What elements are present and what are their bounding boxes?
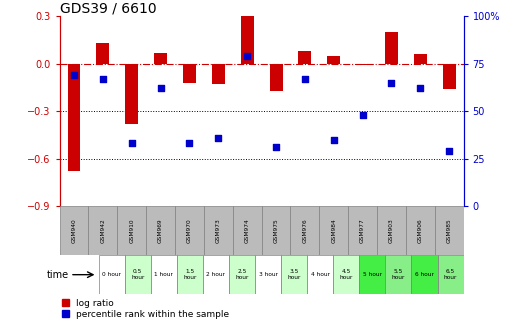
Text: 6.5
hour: 6.5 hour (444, 269, 457, 280)
Bar (255, 255, 281, 294)
Text: GSM973: GSM973 (216, 218, 221, 243)
Bar (183, 64, 196, 83)
Bar (359, 255, 385, 294)
Text: 2.5
hour: 2.5 hour (235, 269, 249, 280)
Bar (269, 64, 282, 91)
Bar (233, 206, 262, 255)
Text: 3 hour: 3 hour (258, 272, 278, 277)
Text: GSM903: GSM903 (389, 218, 394, 243)
Bar (385, 255, 411, 294)
Bar (406, 206, 435, 255)
Bar (154, 53, 167, 64)
Point (243, 54, 251, 59)
Bar (291, 206, 319, 255)
Text: GSM910: GSM910 (129, 218, 134, 243)
Bar (203, 255, 229, 294)
Text: 5.5
hour: 5.5 hour (392, 269, 405, 280)
Bar (67, 64, 80, 171)
Text: 1.5
hour: 1.5 hour (183, 269, 197, 280)
Text: GSM976: GSM976 (303, 218, 307, 243)
Text: GSM974: GSM974 (244, 218, 250, 243)
Bar (377, 206, 406, 255)
Bar (96, 43, 109, 64)
Point (127, 141, 136, 146)
Bar (327, 56, 340, 64)
Bar (435, 206, 464, 255)
Bar (60, 206, 89, 255)
Point (416, 86, 424, 91)
Bar (414, 54, 427, 64)
Text: time: time (47, 270, 69, 280)
Bar (229, 255, 255, 294)
Bar (204, 206, 233, 255)
Bar (175, 206, 204, 255)
Point (70, 73, 78, 78)
Bar (212, 64, 225, 84)
Text: GSM940: GSM940 (71, 218, 77, 243)
Bar (146, 206, 175, 255)
Text: 4.5
hour: 4.5 hour (340, 269, 353, 280)
Text: GSM975: GSM975 (274, 218, 279, 243)
Legend: log ratio, percentile rank within the sample: log ratio, percentile rank within the sa… (62, 299, 229, 319)
Bar (356, 64, 369, 65)
Bar (98, 255, 125, 294)
Point (185, 141, 194, 146)
Bar (125, 64, 138, 124)
Point (156, 86, 165, 91)
Point (272, 145, 280, 150)
Bar (298, 51, 311, 64)
Text: 3.5
hour: 3.5 hour (287, 269, 301, 280)
Bar (411, 255, 438, 294)
Bar (177, 255, 203, 294)
Bar (307, 255, 333, 294)
Point (445, 148, 453, 154)
Text: GSM984: GSM984 (331, 218, 336, 243)
Bar (117, 206, 146, 255)
Bar (151, 255, 177, 294)
Point (387, 80, 396, 85)
Text: 5 hour: 5 hour (363, 272, 382, 277)
Bar (319, 206, 348, 255)
Bar (89, 206, 117, 255)
Text: 2 hour: 2 hour (207, 272, 225, 277)
Point (214, 135, 222, 140)
Text: 0 hour: 0 hour (102, 272, 121, 277)
Bar (262, 206, 291, 255)
Text: GSM985: GSM985 (447, 218, 452, 243)
Text: GSM970: GSM970 (187, 218, 192, 243)
Text: 6 hour: 6 hour (415, 272, 434, 277)
Text: 4 hour: 4 hour (311, 272, 330, 277)
Bar (443, 64, 456, 89)
Bar (438, 255, 464, 294)
Point (99, 76, 107, 81)
Text: GSM969: GSM969 (158, 218, 163, 243)
Text: 1 hour: 1 hour (154, 272, 174, 277)
Bar (125, 255, 151, 294)
Bar (385, 32, 398, 64)
Bar (348, 206, 377, 255)
Point (358, 112, 367, 118)
Point (301, 76, 309, 81)
Text: GSM977: GSM977 (360, 218, 365, 243)
Text: GDS39 / 6610: GDS39 / 6610 (60, 1, 156, 15)
Text: GSM906: GSM906 (418, 218, 423, 243)
Bar (333, 255, 359, 294)
Text: GSM942: GSM942 (100, 218, 105, 243)
Bar (281, 255, 307, 294)
Point (329, 137, 338, 142)
Bar (241, 16, 254, 64)
Text: 0.5
hour: 0.5 hour (131, 269, 145, 280)
